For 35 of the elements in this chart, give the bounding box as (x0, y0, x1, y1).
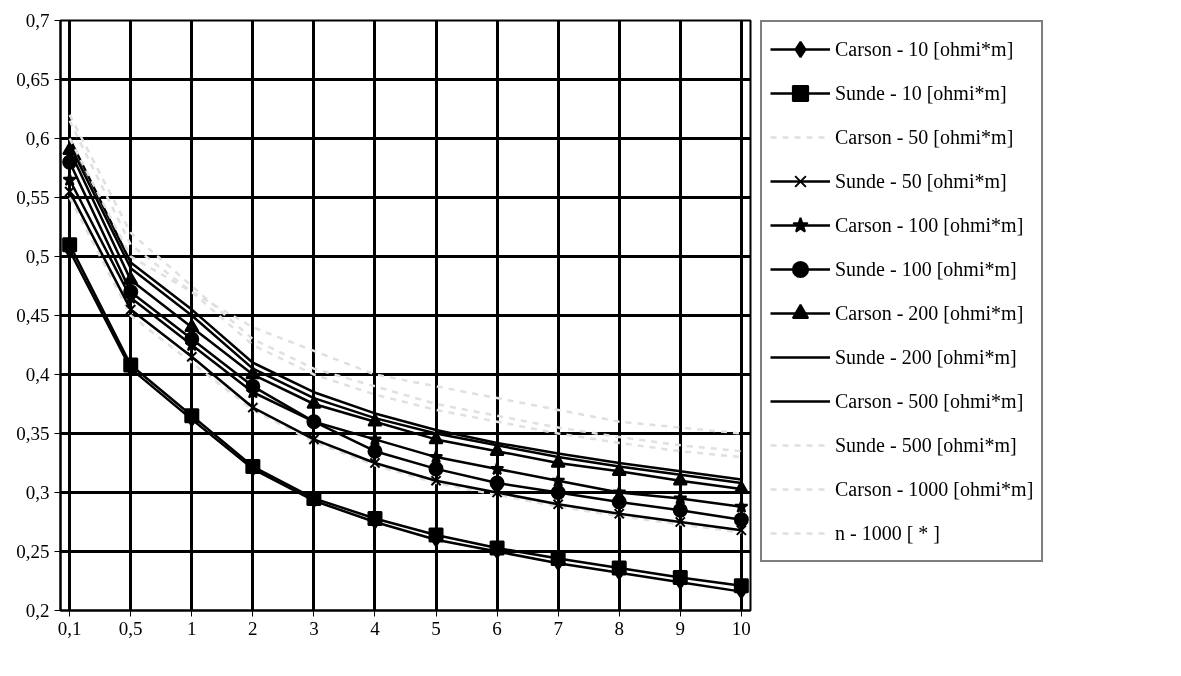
x-tick-label: 5 (431, 617, 441, 639)
x-tick-label: 3 (309, 617, 319, 639)
y-tick-label: 0,2 (25, 600, 50, 621)
legend-label: Carson - 500 [ohmi*m] (835, 388, 1024, 414)
x-tick-label: 4 (370, 617, 381, 639)
y-tick-label: 0,65 (16, 69, 50, 90)
x-tick-label: 7 (553, 617, 563, 639)
y-tick-label: 0,5 (25, 246, 50, 267)
legend-label: Sunde - 10 [ohmi*m] (835, 80, 1007, 106)
y-tick-label: 0,6 (25, 128, 50, 149)
x-tick-label: 1 (187, 617, 197, 639)
x-tick-label: 8 (614, 617, 624, 639)
x-tick-label: 0,1 (57, 617, 82, 639)
y-tick-label: 0,7 (25, 10, 50, 31)
y-tick-label: 0,3 (25, 482, 50, 503)
x-tick-label: 9 (675, 617, 686, 639)
y-tick-label: 0,35 (16, 423, 50, 444)
y-tick-label: 0,25 (16, 541, 50, 562)
y-tick-label: 0,4 (25, 364, 50, 385)
y-tick-label: 0,55 (16, 187, 50, 208)
x-tick-label: 2 (248, 617, 258, 639)
legend-label: Sunde - 500 [ohmi*m] (835, 432, 1017, 458)
x-tick-label: 10 (731, 617, 751, 639)
legend-label: Carson - 100 [ohmi*m] (835, 212, 1024, 238)
legend-label: Carson - 1000 [ohmi*m] (835, 476, 1034, 502)
legend-label: Carson - 50 [ohmi*m] (835, 124, 1014, 150)
x-tick-label: 0,5 (118, 617, 143, 639)
legend-label: Sunde - 100 [ohmi*m] (835, 256, 1017, 282)
legend-label: Carson - 200 [ohmi*m] (835, 300, 1024, 326)
x-tick-label: 6 (492, 617, 502, 639)
legend-label: n - 1000 [ * ] (835, 520, 940, 546)
legend-label: Sunde - 50 [ohmi*m] (835, 168, 1007, 194)
legend-label: Sunde - 200 [ohmi*m] (835, 344, 1017, 370)
legend-label: Carson - 10 [ohmi*m] (835, 36, 1014, 62)
y-tick-label: 0,45 (16, 305, 50, 326)
